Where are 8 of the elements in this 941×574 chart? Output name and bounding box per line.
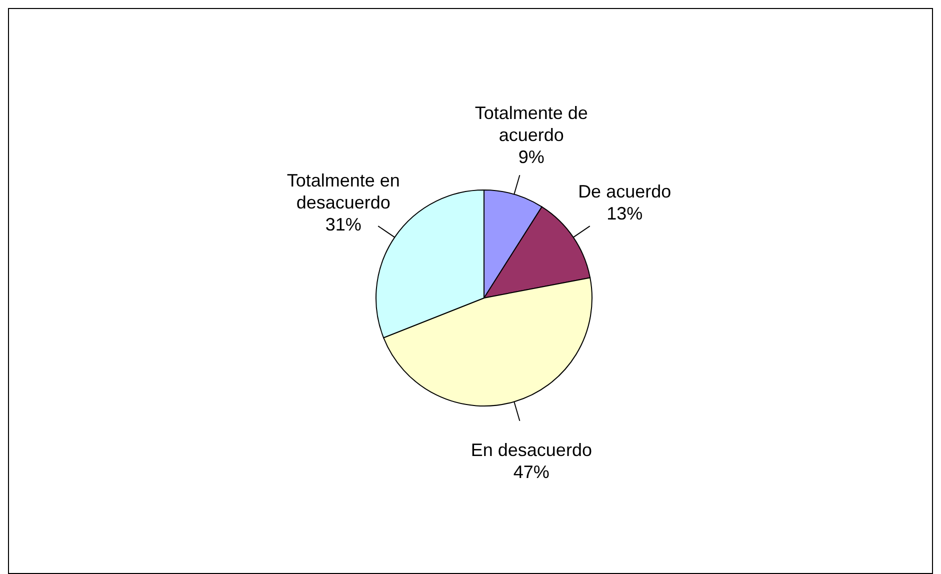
slice-label: Totalmente de acuerdo: [474, 102, 588, 145]
slice-label: En desacuerdo: [470, 440, 592, 460]
data-label: 47%: [513, 462, 550, 482]
data-label: 9%: [518, 146, 544, 167]
data-label: 31%: [325, 214, 362, 234]
slice-label: De acuerdo: [578, 181, 672, 202]
data-label: 13%: [606, 203, 643, 224]
slice-label: Totalmente en desacuerdo: [286, 170, 400, 212]
